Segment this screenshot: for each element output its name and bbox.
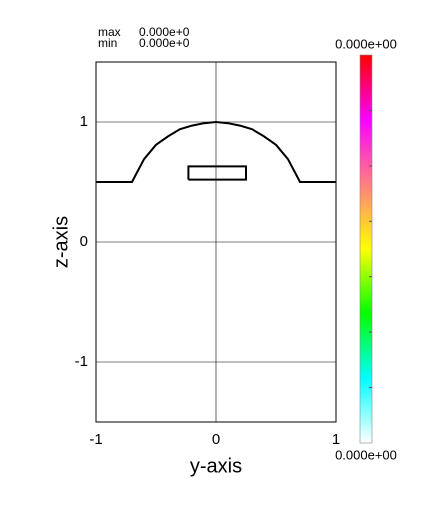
- colorbar: [359, 54, 373, 444]
- stat-value: 0.000e+0: [139, 36, 190, 50]
- stat-value: 0.000e+0: [139, 25, 190, 39]
- outline: [96, 120, 336, 183]
- y-tick-label: 0: [80, 233, 88, 250]
- x-tick-label: -1: [89, 431, 102, 448]
- colorbar-bottom-label: 0.000e+00: [335, 447, 397, 462]
- plot-frame: [95, 61, 337, 423]
- x-tick-label: 1: [332, 431, 340, 448]
- colorbar-top-label: 0.000e+00: [335, 36, 397, 51]
- x-axis-label: y-axis: [190, 455, 242, 477]
- y-axis-label: z-axis: [50, 216, 72, 268]
- outline: [187, 165, 247, 181]
- x-tick-label: 0: [212, 431, 220, 448]
- y-tick-label: -1: [75, 353, 88, 370]
- stat-name: max: [98, 25, 121, 39]
- stat-name: min: [98, 36, 117, 50]
- y-tick-label: 1: [80, 113, 88, 130]
